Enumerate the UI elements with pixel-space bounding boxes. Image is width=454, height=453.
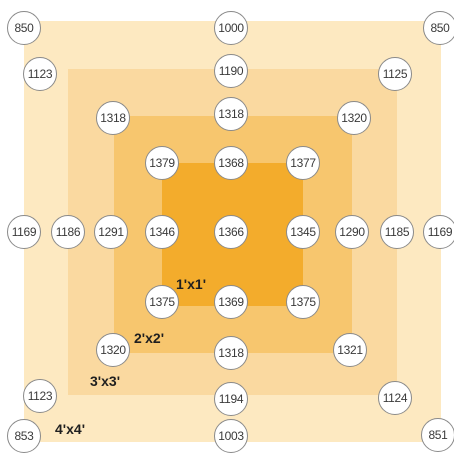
reading-point: 1185 — [380, 215, 414, 249]
reading-point: 1369 — [214, 285, 248, 319]
zone-label-3x3: 3'x3' — [90, 373, 121, 389]
reading-point: 1190 — [214, 54, 248, 88]
reading-point: 850 — [423, 11, 454, 45]
reading-point: 1320 — [337, 101, 371, 135]
reading-point: 1123 — [23, 379, 57, 413]
reading-point: 1320 — [96, 333, 130, 367]
reading-point: 1375 — [286, 285, 320, 319]
reading-point: 1291 — [94, 215, 128, 249]
reading-point: 1123 — [23, 57, 57, 91]
reading-point: 1379 — [145, 146, 179, 180]
reading-point: 851 — [421, 418, 454, 452]
reading-point: 1186 — [51, 215, 85, 249]
reading-point: 1366 — [214, 215, 248, 249]
reading-point: 853 — [7, 419, 41, 453]
reading-point: 1345 — [286, 215, 320, 249]
reading-point: 1169 — [423, 215, 454, 249]
reading-point: 1124 — [378, 381, 412, 415]
reading-point: 1375 — [145, 285, 179, 319]
reading-point: 1169 — [7, 215, 41, 249]
reading-point: 1346 — [145, 215, 179, 249]
reading-point: 1318 — [214, 336, 248, 370]
zone-label-1x1: 1'x1' — [176, 276, 207, 292]
reading-point: 1125 — [378, 57, 412, 91]
reading-point: 1318 — [214, 97, 248, 131]
reading-point: 1368 — [214, 146, 248, 180]
reading-point: 1377 — [286, 146, 320, 180]
reading-point: 1003 — [214, 419, 248, 453]
zone-label-4x4: 4'x4' — [55, 421, 86, 437]
reading-point: 1318 — [96, 101, 130, 135]
reading-point: 1194 — [214, 382, 248, 416]
reading-point: 1290 — [335, 215, 369, 249]
reading-point: 1000 — [214, 11, 248, 45]
zone-label-2x2: 2'x2' — [134, 330, 165, 346]
reading-point: 1321 — [333, 333, 367, 367]
reading-point: 850 — [7, 11, 41, 45]
